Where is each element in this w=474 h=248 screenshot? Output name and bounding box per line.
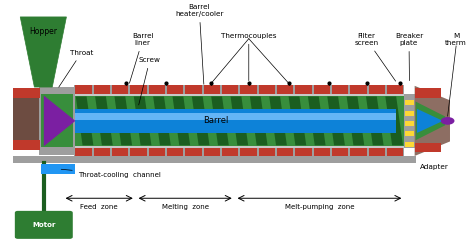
- Bar: [39, 87, 75, 155]
- Bar: [350, 148, 367, 157]
- Bar: [13, 88, 40, 98]
- Text: Melting  zone: Melting zone: [162, 204, 209, 210]
- Circle shape: [441, 118, 454, 124]
- Bar: [167, 85, 183, 94]
- Text: Motor: Motor: [32, 222, 55, 228]
- Text: Hopper: Hopper: [29, 27, 57, 36]
- Bar: [75, 113, 396, 120]
- Polygon shape: [230, 96, 248, 145]
- Bar: [13, 92, 40, 150]
- Bar: [405, 131, 414, 136]
- Text: Feed  zone: Feed zone: [81, 204, 118, 210]
- Bar: [415, 88, 441, 98]
- Bar: [404, 94, 415, 148]
- Bar: [259, 85, 275, 94]
- Bar: [295, 148, 312, 157]
- Bar: [222, 148, 238, 157]
- Bar: [94, 85, 110, 94]
- Bar: [387, 148, 403, 157]
- Bar: [204, 85, 220, 94]
- Bar: [415, 143, 441, 152]
- Polygon shape: [385, 96, 403, 145]
- Text: Adapter: Adapter: [420, 164, 449, 170]
- Polygon shape: [250, 96, 267, 145]
- Polygon shape: [20, 17, 66, 87]
- Polygon shape: [134, 96, 151, 145]
- Bar: [149, 148, 165, 157]
- Bar: [204, 148, 220, 157]
- Polygon shape: [76, 96, 93, 145]
- Bar: [332, 148, 348, 157]
- Text: Barrel: Barrel: [203, 116, 229, 125]
- Bar: [185, 148, 202, 157]
- Bar: [112, 85, 128, 94]
- Text: Screw: Screw: [139, 57, 161, 105]
- Bar: [167, 148, 183, 157]
- Polygon shape: [415, 86, 450, 156]
- Bar: [314, 85, 330, 94]
- Bar: [75, 96, 404, 146]
- Bar: [350, 85, 367, 94]
- Bar: [240, 148, 257, 157]
- Bar: [75, 148, 92, 157]
- FancyBboxPatch shape: [16, 212, 72, 238]
- Bar: [75, 85, 92, 94]
- Bar: [222, 85, 238, 94]
- Text: Throat: Throat: [59, 50, 93, 87]
- Polygon shape: [95, 96, 113, 145]
- Bar: [41, 164, 75, 174]
- Bar: [387, 85, 403, 94]
- Bar: [259, 148, 275, 157]
- Text: Throat-cooling  channel: Throat-cooling channel: [61, 169, 161, 178]
- Polygon shape: [417, 109, 443, 133]
- Bar: [295, 85, 312, 94]
- Bar: [405, 111, 414, 116]
- Bar: [75, 109, 396, 133]
- Bar: [405, 100, 414, 105]
- Polygon shape: [269, 96, 287, 145]
- Polygon shape: [173, 96, 190, 145]
- Polygon shape: [366, 96, 383, 145]
- Bar: [277, 148, 293, 157]
- Text: Breaker
plate: Breaker plate: [395, 33, 423, 81]
- Bar: [240, 85, 257, 94]
- Bar: [405, 121, 414, 126]
- Bar: [277, 85, 293, 94]
- Bar: [405, 142, 414, 147]
- Bar: [13, 140, 40, 150]
- Bar: [130, 85, 147, 94]
- Bar: [41, 94, 73, 148]
- Text: Melt-pumping  zone: Melt-pumping zone: [285, 204, 354, 210]
- Polygon shape: [327, 96, 345, 145]
- Bar: [13, 156, 416, 163]
- Text: Filter
screen: Filter screen: [355, 33, 396, 81]
- Polygon shape: [346, 96, 364, 145]
- Bar: [130, 148, 147, 157]
- Bar: [112, 148, 128, 157]
- Text: M
therm: M therm: [445, 33, 467, 46]
- Bar: [149, 85, 165, 94]
- Polygon shape: [416, 101, 445, 140]
- Bar: [369, 148, 385, 157]
- Polygon shape: [308, 96, 326, 145]
- Polygon shape: [289, 96, 306, 145]
- Text: Barrel
heater/cooler: Barrel heater/cooler: [175, 4, 224, 84]
- Bar: [94, 148, 110, 157]
- Text: Barrel
liner: Barrel liner: [129, 33, 154, 83]
- Polygon shape: [192, 96, 210, 145]
- Bar: [185, 85, 202, 94]
- Polygon shape: [114, 96, 132, 145]
- Polygon shape: [153, 96, 171, 145]
- Text: Thermocouples: Thermocouples: [221, 33, 276, 81]
- Bar: [74, 94, 404, 148]
- Polygon shape: [44, 95, 75, 146]
- Bar: [332, 85, 348, 94]
- Bar: [314, 148, 330, 157]
- Polygon shape: [211, 96, 229, 145]
- Bar: [74, 85, 404, 157]
- Bar: [369, 85, 385, 94]
